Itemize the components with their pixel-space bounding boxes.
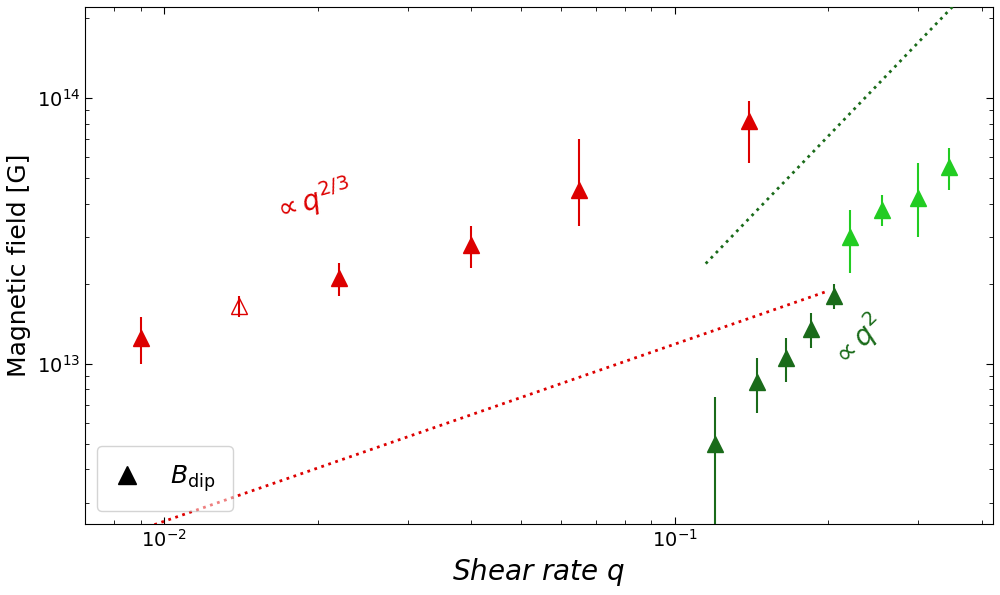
- Text: $\propto q^{2}$: $\propto q^{2}$: [823, 307, 892, 376]
- X-axis label: Shear rate $q$: Shear rate $q$: [452, 556, 626, 588]
- Text: $\propto q^{2/3}$: $\propto q^{2/3}$: [268, 173, 356, 230]
- Legend: $B_\mathrm{dip}$: $B_\mathrm{dip}$: [97, 446, 233, 511]
- Y-axis label: Magnetic field [G]: Magnetic field [G]: [7, 154, 31, 377]
